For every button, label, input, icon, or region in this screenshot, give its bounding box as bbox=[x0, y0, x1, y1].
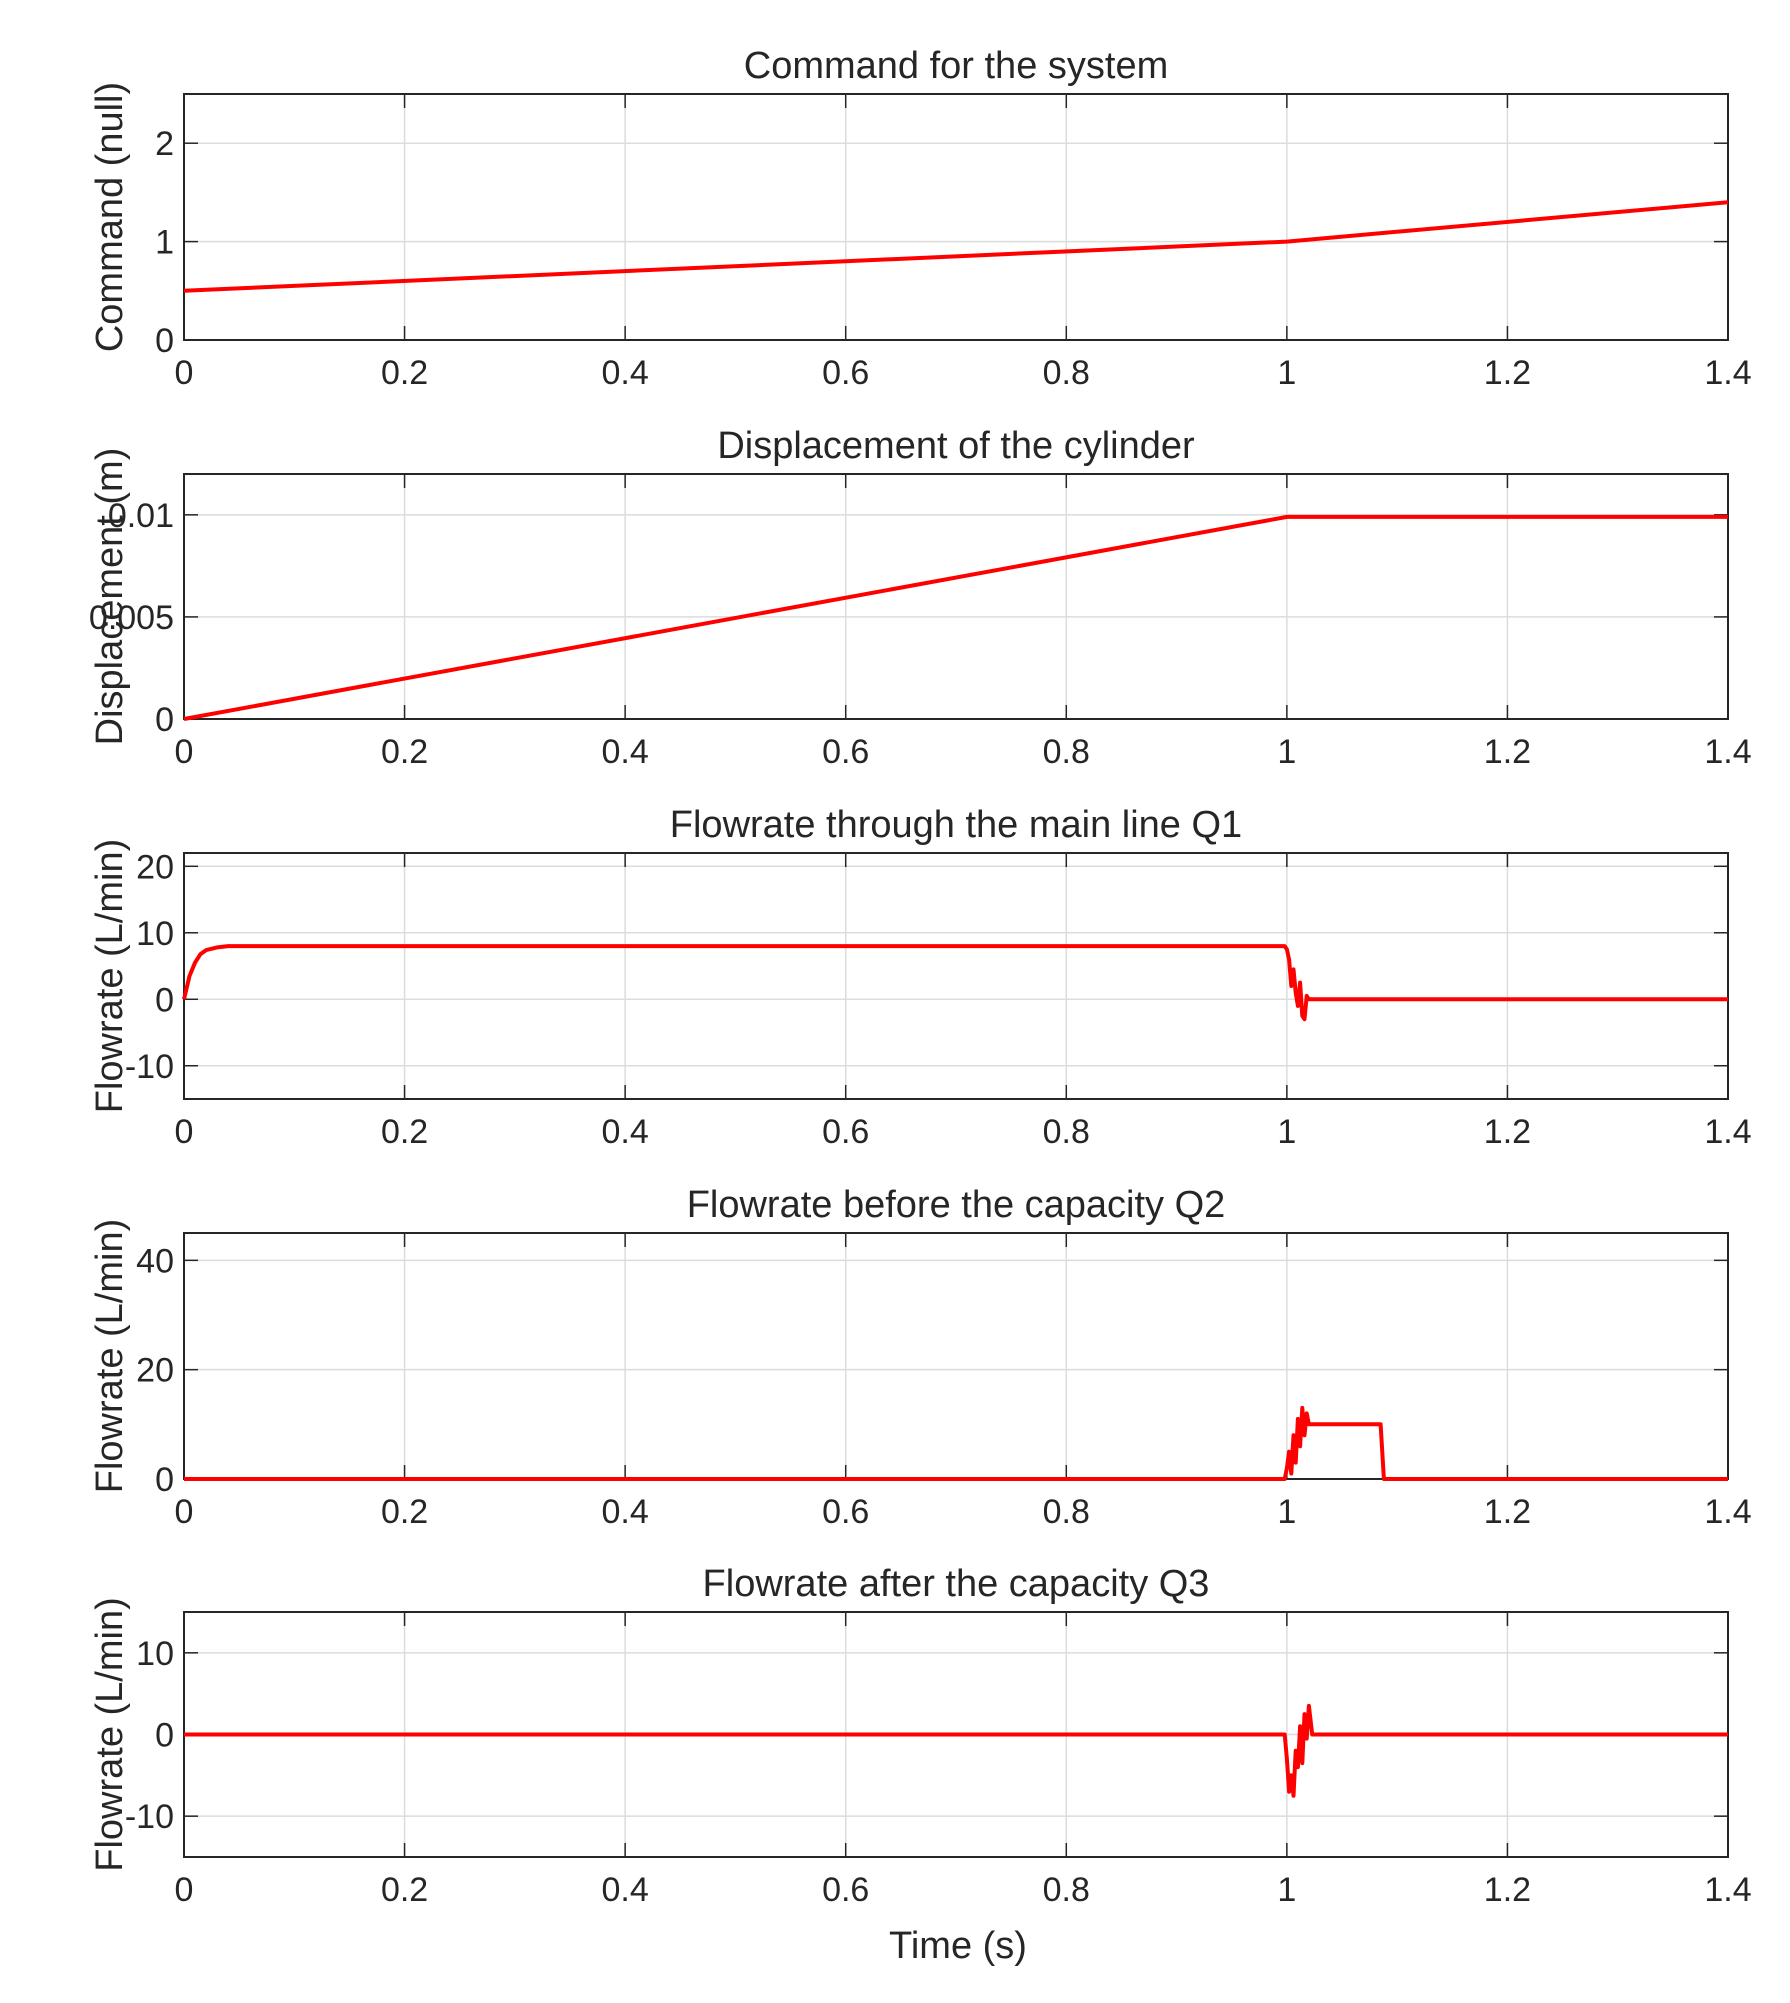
y-tick-label: 0 bbox=[155, 981, 174, 1019]
x-tick-label: 0.2 bbox=[381, 354, 428, 392]
x-tick-label: 0 bbox=[175, 1493, 194, 1531]
x-tick-label: 0.6 bbox=[822, 354, 869, 392]
subplot-title: Flowrate before the capacity Q2 bbox=[687, 1184, 1226, 1226]
y-tick-label: 0 bbox=[155, 322, 174, 360]
x-tick-label: 0.8 bbox=[1043, 354, 1090, 392]
series-line-command bbox=[183, 200, 1729, 293]
x-tick-label: 1.2 bbox=[1484, 354, 1531, 392]
series-line-q3 bbox=[184, 1703, 1728, 1798]
subplot-title: Flowrate after the capacity Q3 bbox=[703, 1563, 1210, 1605]
y-tick-label: 20 bbox=[136, 1352, 174, 1390]
x-tick-label: 1.2 bbox=[1484, 733, 1531, 771]
plot-area bbox=[184, 474, 1728, 719]
x-tick-label: 0.6 bbox=[822, 1493, 869, 1531]
x-tick-label: 1 bbox=[1277, 354, 1296, 392]
x-tick-label: 0.6 bbox=[822, 1871, 869, 1909]
plot-area bbox=[184, 94, 1728, 340]
x-tick-label: 0.4 bbox=[602, 354, 649, 392]
plot-area bbox=[184, 853, 1728, 1099]
x-tick-label: 0 bbox=[175, 354, 194, 392]
subplot-2: 0 0.2 0.4 0.6 0.8 1 1.2 1.400.0050.01Displaceme… bbox=[89, 425, 1752, 771]
axes-box bbox=[183, 93, 1729, 341]
y-tick-label: 0 bbox=[155, 701, 174, 739]
axes-box bbox=[183, 852, 1729, 1100]
x-tick-label: 0.2 bbox=[381, 1871, 428, 1909]
x-tick-label: 1.2 bbox=[1484, 1113, 1531, 1151]
subplot-1: 0 0.2 0.4 0.6 0.8 1 1.2 1.4 0 1 2 Command for the s… bbox=[89, 45, 1752, 392]
y-tick-label: -10 bbox=[125, 1048, 174, 1086]
x-tick-label: 0 bbox=[175, 733, 194, 771]
plot-area bbox=[184, 1233, 1728, 1479]
x-tick-label: 0.4 bbox=[602, 1493, 649, 1531]
x-tick-label: 0.2 bbox=[381, 733, 428, 771]
y-axis-label: Displacement (m) bbox=[89, 448, 131, 746]
y-tick-label: -10 bbox=[125, 1798, 174, 1836]
y-tick-label: 2 bbox=[155, 125, 174, 163]
y-tick-label: 0.005 bbox=[89, 599, 174, 637]
y-tick-label: 10 bbox=[136, 915, 174, 953]
x-tick-label: 0.6 bbox=[822, 733, 869, 771]
x-tick-label: 0.8 bbox=[1043, 1113, 1090, 1151]
y-tick-label: 20 bbox=[136, 848, 174, 886]
x-tick-label: 1.2 bbox=[1484, 1871, 1531, 1909]
x-tick-label: 0 bbox=[175, 1871, 194, 1909]
y-axis-label: Command (null) bbox=[89, 82, 131, 352]
x-tick-label: 1.4 bbox=[1704, 354, 1751, 392]
x-tick-label: 0.8 bbox=[1043, 1871, 1090, 1909]
x-tick-label: 1.4 bbox=[1704, 733, 1751, 771]
x-tick-label: 0.8 bbox=[1043, 1493, 1090, 1531]
subplot-title: Displacement of the cylinder bbox=[717, 425, 1195, 467]
x-tick-label: 0.2 bbox=[381, 1113, 428, 1151]
subplot-4: 0 0.2 0.4 0.6 0.8 1 1.2 1.4 0 20 40 Flowrate before… bbox=[89, 1184, 1752, 1531]
subplot-title: Command for the system bbox=[744, 45, 1168, 87]
x-tick-label: 1.4 bbox=[1704, 1871, 1751, 1909]
x-tick-label: 0.4 bbox=[602, 1871, 649, 1909]
y-axis-label: Flowrate (L/min) bbox=[89, 1597, 131, 1872]
y-axis-label: Flowrate (L/min) bbox=[89, 1219, 131, 1494]
x-tick-label: 0.4 bbox=[602, 1113, 649, 1151]
series-line-q2 bbox=[184, 1405, 1728, 1481]
subplot-title: Flowrate through the main line Q1 bbox=[670, 804, 1242, 846]
x-tick-label: 1 bbox=[1277, 733, 1296, 771]
x-tick-label: 1.2 bbox=[1484, 1493, 1531, 1531]
x-tick-label: 1 bbox=[1277, 1493, 1296, 1531]
y-tick-label: 0 bbox=[155, 1717, 174, 1755]
x-tick-label: 1 bbox=[1277, 1113, 1296, 1151]
x-tick-label: 0.8 bbox=[1043, 733, 1090, 771]
x-tick-label: 1.4 bbox=[1704, 1493, 1751, 1531]
x-tick-label: 0.2 bbox=[381, 1493, 428, 1531]
y-tick-label: 10 bbox=[136, 1635, 174, 1673]
x-tick-label: 1.4 bbox=[1704, 1113, 1751, 1151]
x-tick-label: 0.4 bbox=[602, 733, 649, 771]
y-tick-label: 1 bbox=[155, 224, 174, 262]
series-line-displacement bbox=[183, 514, 1728, 721]
y-tick-label: 0.01 bbox=[108, 497, 174, 535]
x-tick-label: 1 bbox=[1277, 1871, 1296, 1909]
subplot-stack: 0 0.2 0.4 0.6 0.8 1 1.2 1.4 0 1 2 Command for the s… bbox=[89, 45, 1752, 1909]
axes-box bbox=[183, 473, 1729, 720]
x-tick-label: 0.6 bbox=[822, 1113, 869, 1151]
y-tick-label: 0 bbox=[155, 1461, 174, 1499]
y-tick-label: 40 bbox=[136, 1242, 174, 1280]
series-line-q1 bbox=[182, 944, 1728, 1022]
y-axis-label: Flowrate (L/min) bbox=[89, 839, 131, 1114]
x-axis-label: Time (s) bbox=[889, 1925, 1027, 1967]
x-tick-label: 0 bbox=[175, 1113, 194, 1151]
